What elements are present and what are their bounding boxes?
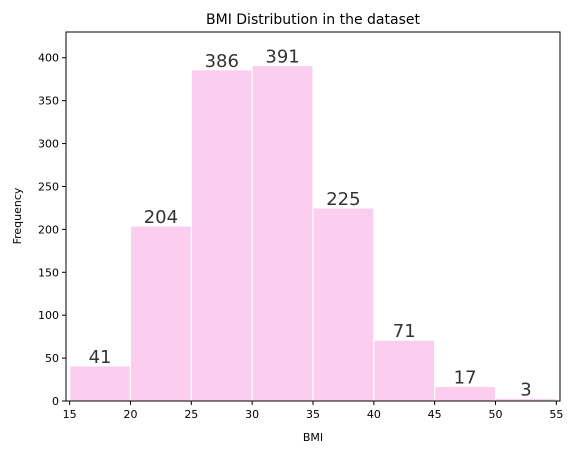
histogram-bar <box>434 385 497 402</box>
x-tick-label: 40 <box>367 408 381 421</box>
bar-value-label: 225 <box>326 189 360 210</box>
x-tick-label: 50 <box>489 408 503 421</box>
bar-value-label: 41 <box>89 347 112 368</box>
histogram-bar <box>312 207 375 402</box>
y-axis-label: Frequency <box>11 187 24 244</box>
bar-value-label: 17 <box>454 367 477 388</box>
x-axis-label: BMI <box>303 431 323 444</box>
y-tick-label: 400 <box>38 52 59 65</box>
y-tick-label: 50 <box>45 352 59 365</box>
bar-value-label: 71 <box>393 321 416 342</box>
x-tick-label: 35 <box>306 408 320 421</box>
y-tick-label: 150 <box>38 266 59 279</box>
y-tick-label: 350 <box>38 95 59 108</box>
x-axis: 15 20 25 30 35 40 45 50 55 <box>63 401 563 421</box>
y-tick-label: 100 <box>38 309 59 322</box>
x-tick-label: 55 <box>549 408 563 421</box>
y-tick-label: 200 <box>38 223 59 236</box>
bar-labels-group: 41 204 386 391 225 71 17 3 <box>89 46 532 400</box>
x-tick-label: 45 <box>428 408 442 421</box>
bar-value-label: 391 <box>265 46 299 67</box>
bar-value-label: 204 <box>144 207 178 228</box>
x-tick-label: 15 <box>63 408 77 421</box>
histogram-bar <box>69 365 132 402</box>
histogram-bar <box>129 225 192 402</box>
histogram-bar <box>190 69 253 402</box>
histogram-bar <box>251 64 314 402</box>
x-tick-label: 20 <box>123 408 137 421</box>
y-tick-label: 0 <box>52 395 59 408</box>
chart-title: BMI Distribution in the dataset <box>206 12 420 28</box>
y-tick-label: 300 <box>38 138 59 151</box>
bars-group <box>69 64 557 402</box>
y-tick-label: 250 <box>38 180 59 193</box>
bar-value-label: 3 <box>520 379 531 400</box>
y-axis: 0 50 100 150 200 250 300 350 400 <box>38 52 66 408</box>
bar-value-label: 386 <box>205 51 239 72</box>
histogram-bar <box>373 339 436 402</box>
x-tick-label: 30 <box>245 408 259 421</box>
x-tick-label: 25 <box>184 408 198 421</box>
